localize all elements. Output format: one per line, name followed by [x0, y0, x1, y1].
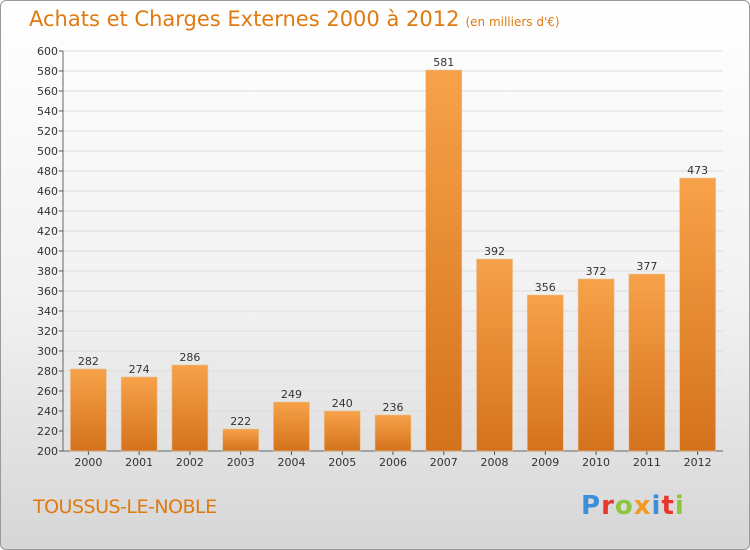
grid-lines	[63, 50, 723, 452]
data-label: 222	[230, 415, 251, 428]
bar	[70, 368, 107, 452]
bar	[527, 294, 564, 452]
x-tick-label: 2006	[379, 456, 407, 469]
bar	[171, 364, 209, 452]
data-label: 377	[636, 260, 657, 273]
y-tick-label: 460	[37, 185, 58, 198]
bar	[374, 414, 412, 452]
y-tick-label: 380	[37, 265, 58, 278]
y-tick-label: 240	[37, 405, 58, 418]
y-tick-label: 480	[37, 165, 58, 178]
x-tick-label: 2011	[633, 456, 661, 469]
chart-unit: (en milliers d'€)	[465, 15, 560, 29]
y-tick-label: 520	[37, 125, 58, 138]
y-tick-label: 500	[37, 145, 58, 158]
x-tick-label: 2005	[328, 456, 356, 469]
y-tick-label: 280	[37, 365, 58, 378]
logo-letter: i	[674, 491, 685, 521]
bar	[222, 428, 259, 452]
y-tick-label: 440	[37, 205, 58, 218]
bar	[628, 273, 666, 452]
y-tick-label: 300	[37, 345, 58, 358]
data-label: 274	[129, 363, 150, 376]
data-label: 356	[535, 281, 556, 294]
data-label: 240	[332, 397, 353, 410]
y-tick-label: 220	[37, 425, 58, 438]
y-tick-label: 340	[37, 305, 58, 318]
data-label: 473	[687, 164, 708, 177]
y-tick-label: 200	[37, 445, 58, 458]
y-tick-label: 560	[37, 85, 58, 98]
x-tick-label: 2004	[277, 456, 305, 469]
logo-letter: r	[601, 491, 615, 521]
data-label: 282	[78, 355, 99, 368]
y-tick-label: 600	[37, 45, 58, 58]
logo-letter: t	[661, 491, 675, 521]
y-tick-label: 260	[37, 385, 58, 398]
chart-title: Achats et Charges Externes 2000 à 2012 (e…	[29, 7, 560, 31]
proxiti-logo: Proxiti	[581, 491, 685, 521]
logo-letter: P	[581, 491, 602, 521]
chart-title-text: Achats et Charges Externes 2000 à 2012	[29, 7, 460, 31]
bar	[120, 376, 158, 452]
bar	[679, 177, 716, 452]
y-tick-label: 400	[37, 245, 58, 258]
bar	[577, 278, 615, 452]
data-label: 372	[586, 265, 607, 278]
x-tick-label: 2002	[176, 456, 204, 469]
data-label: 581	[433, 56, 454, 69]
data-label: 286	[179, 351, 200, 364]
x-tick-label: 2001	[125, 456, 153, 469]
x-tick-label: 2003	[227, 456, 255, 469]
bar	[273, 401, 310, 452]
bar	[425, 69, 463, 452]
city-name: TOUSSUS-LE-NOBLE	[33, 496, 217, 518]
y-tick-label: 320	[37, 325, 58, 338]
logo-letter: i	[651, 491, 662, 521]
data-label: 392	[484, 245, 505, 258]
bar	[323, 410, 361, 452]
y-tick-label: 540	[37, 105, 58, 118]
x-tick-label: 2009	[531, 456, 559, 469]
y-tick-label: 360	[37, 285, 58, 298]
bars	[70, 69, 716, 452]
x-tick-label: 2008	[481, 456, 509, 469]
y-tick-label: 580	[37, 65, 58, 78]
bar	[476, 258, 513, 452]
data-labels: 282 274 286 222 249 240 236 581 392 356 372 377 473	[78, 56, 708, 428]
data-label: 236	[383, 401, 404, 414]
x-tick-label: 2012	[684, 456, 712, 469]
data-label: 249	[281, 388, 302, 401]
x-tick-label: 2010	[582, 456, 610, 469]
logo-letter: x	[633, 491, 652, 521]
x-tick-label: 2000	[74, 456, 102, 469]
logo-letter: o	[614, 491, 634, 521]
x-tick-label: 2007	[430, 456, 458, 469]
y-tick-label: 420	[37, 225, 58, 238]
